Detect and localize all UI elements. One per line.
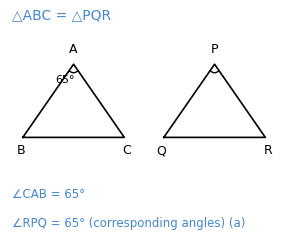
- Text: ∠RPQ = 65° (corresponding angles) (a): ∠RPQ = 65° (corresponding angles) (a): [12, 217, 245, 230]
- Text: △ABC = △PQR: △ABC = △PQR: [12, 8, 111, 22]
- Text: 65°: 65°: [55, 75, 75, 85]
- Text: R: R: [264, 144, 272, 157]
- Text: P: P: [211, 43, 218, 56]
- Text: B: B: [17, 144, 25, 157]
- Text: A: A: [69, 43, 78, 56]
- Text: Q: Q: [156, 144, 166, 157]
- Text: ∠CAB = 65°: ∠CAB = 65°: [12, 188, 84, 201]
- Text: C: C: [122, 144, 130, 157]
